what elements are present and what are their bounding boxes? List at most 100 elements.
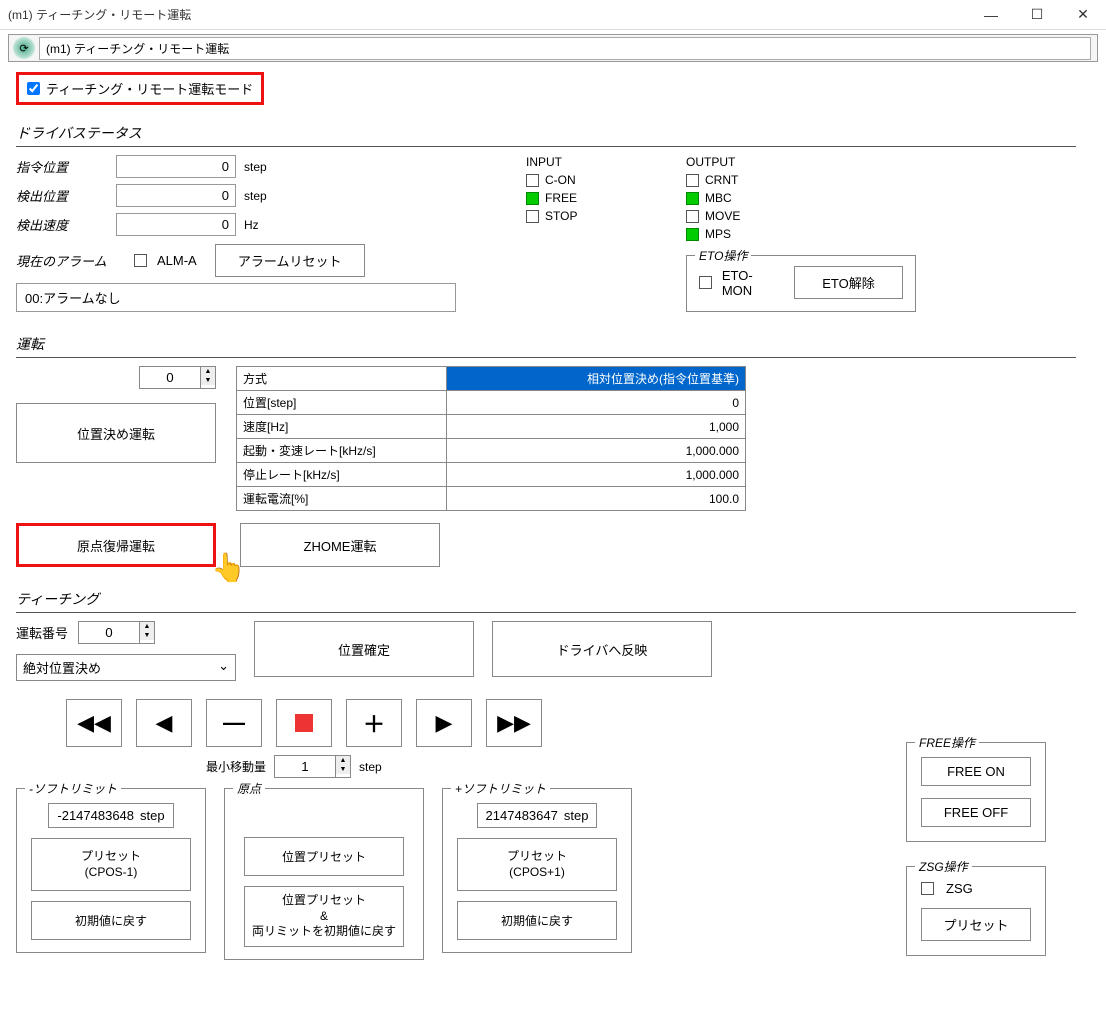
teaching-header: ティーチング bbox=[16, 589, 1076, 613]
param-value[interactable]: 100.0 bbox=[447, 487, 746, 511]
status-unit: Hz bbox=[244, 218, 259, 232]
op-number-label: 運転番号 bbox=[16, 623, 68, 642]
param-name[interactable]: 位置[step] bbox=[237, 391, 447, 415]
minimize-button[interactable]: — bbox=[968, 0, 1014, 30]
maximize-button[interactable]: ☐ bbox=[1014, 0, 1060, 30]
status-value: 0 bbox=[116, 155, 236, 178]
pos-preset-button[interactable]: プリセット (CPOS+1) bbox=[457, 838, 617, 891]
teaching-op-spinner[interactable]: ▲▼ bbox=[78, 621, 155, 644]
status-row: 検出位置 0 step bbox=[16, 184, 496, 207]
teaching-op-input[interactable] bbox=[79, 622, 139, 643]
param-value[interactable]: 0 bbox=[447, 391, 746, 415]
op-number-input[interactable] bbox=[140, 367, 200, 388]
param-name[interactable]: 運転電流[%] bbox=[237, 487, 447, 511]
status-label: 検出速度 bbox=[16, 215, 116, 234]
io-label: MBC bbox=[705, 191, 732, 205]
chevron-down-icon: ⌄ bbox=[218, 658, 229, 677]
driver-status-header: ドライバステータス bbox=[16, 123, 1076, 147]
spin-up-icon[interactable]: ▲ bbox=[336, 756, 350, 765]
neg-reset-button[interactable]: 初期値に戻す bbox=[31, 901, 191, 940]
param-name[interactable]: 速度[Hz] bbox=[237, 415, 447, 439]
status-row: 指令位置 0 step bbox=[16, 155, 496, 178]
zsg-led bbox=[921, 882, 934, 895]
operation-params-table: 方式相対位置決め(指令位置基準) 位置[step]0 速度[Hz]1,000 起… bbox=[236, 366, 746, 511]
neg-limit-value: -2147483648 step bbox=[48, 803, 173, 828]
jog-fast-fwd-button[interactable]: ▶▶ bbox=[486, 699, 542, 747]
neg-preset-button[interactable]: プリセット (CPOS-1) bbox=[31, 838, 191, 891]
alarm-label: 現在のアラーム bbox=[16, 251, 116, 270]
param-value[interactable]: 相対位置決め(指令位置基準) bbox=[447, 367, 746, 391]
mode-checkbox-label: ティーチング・リモート運転モード bbox=[46, 79, 253, 98]
output-title: OUTPUT bbox=[686, 155, 916, 169]
pos-soft-limit-group: +ソフトリミット 2147483647 step プリセット (CPOS+1) … bbox=[442, 788, 632, 953]
status-unit: step bbox=[244, 189, 267, 203]
teaching-mode-select[interactable]: 絶対位置決め ⌄ bbox=[16, 654, 236, 681]
pos-reset-button[interactable]: 初期値に戻す bbox=[457, 901, 617, 940]
status-label: 指令位置 bbox=[16, 157, 116, 176]
spin-down-icon[interactable]: ▼ bbox=[140, 631, 154, 640]
zhome-button[interactable]: ZHOME運転 bbox=[240, 523, 440, 567]
jog-stop-button[interactable] bbox=[276, 699, 332, 747]
status-value: 0 bbox=[116, 184, 236, 207]
zsg-group: ZSG操作 ZSG プリセット bbox=[906, 866, 1046, 956]
param-name[interactable]: 起動・変速レート[kHz/s] bbox=[237, 439, 447, 463]
free-off-button[interactable]: FREE OFF bbox=[921, 798, 1031, 827]
mode-checkbox[interactable] bbox=[27, 82, 40, 95]
spin-down-icon[interactable]: ▼ bbox=[336, 765, 350, 774]
toolbar-title: (m1) ティーチング・リモート運転 bbox=[39, 37, 1091, 60]
min-move-label: 最小移動量 bbox=[206, 758, 266, 775]
positioning-button[interactable]: 位置決め運転 bbox=[16, 403, 216, 463]
op-number-spinner[interactable]: ▲▼ bbox=[139, 366, 216, 389]
status-row: 検出速度 0 Hz bbox=[16, 213, 496, 236]
output-block: OUTPUT CRNT MBC MOVE MPS ETO操作 ETO-MON E… bbox=[686, 155, 916, 312]
param-name[interactable]: 停止レート[kHz/s] bbox=[237, 463, 447, 487]
operation-header: 運転 bbox=[16, 334, 1076, 358]
content-area: ティーチング・リモート運転モード ドライバステータス 指令位置 0 step 検… bbox=[0, 62, 1106, 1016]
jog-plus-button[interactable]: ＋ bbox=[346, 699, 402, 747]
io-label: MPS bbox=[705, 227, 731, 241]
io-label: MOVE bbox=[705, 209, 740, 223]
input-block: INPUT C-ON FREE STOP bbox=[526, 155, 656, 312]
toolbar: ⟳ (m1) ティーチング・リモート運転 bbox=[8, 34, 1098, 62]
jog-fwd-button[interactable]: ▶ bbox=[416, 699, 472, 747]
jog-fast-rev-button[interactable]: ◀◀ bbox=[66, 699, 122, 747]
alm-a-indicator: ALM-A bbox=[134, 253, 197, 268]
io-label: FREE bbox=[545, 191, 577, 205]
origin-preset-button[interactable]: 位置プリセット bbox=[244, 837, 404, 876]
param-value[interactable]: 1,000 bbox=[447, 415, 746, 439]
zsg-preset-button[interactable]: プリセット bbox=[921, 908, 1031, 941]
free-group: FREE操作 FREE ON FREE OFF bbox=[906, 742, 1046, 842]
refresh-icon[interactable]: ⟳ bbox=[13, 37, 35, 59]
close-button[interactable]: ✕ bbox=[1060, 0, 1106, 30]
jog-minus-button[interactable]: — bbox=[206, 699, 262, 747]
io-label: C-ON bbox=[545, 173, 576, 187]
min-move-spinner[interactable]: ▲▼ bbox=[274, 755, 351, 778]
eto-release-button[interactable]: ETO解除 bbox=[794, 266, 903, 299]
jog-rev-button[interactable]: ◀ bbox=[136, 699, 192, 747]
reflect-to-driver-button[interactable]: ドライバへ反映 bbox=[492, 621, 712, 677]
position-confirm-button[interactable]: 位置確定 bbox=[254, 621, 474, 677]
pos-limit-value: 2147483647 step bbox=[477, 803, 598, 828]
home-return-button[interactable]: 原点復帰運転 bbox=[16, 523, 216, 567]
status-value: 0 bbox=[116, 213, 236, 236]
free-on-button[interactable]: FREE ON bbox=[921, 757, 1031, 786]
io-label: CRNT bbox=[705, 173, 738, 187]
origin-reset-button[interactable]: 位置プリセット & 両リミットを初期値に戻す bbox=[244, 886, 404, 947]
status-label: 検出位置 bbox=[16, 186, 116, 205]
spin-down-icon[interactable]: ▼ bbox=[201, 376, 215, 385]
input-title: INPUT bbox=[526, 155, 656, 169]
param-name[interactable]: 方式 bbox=[237, 367, 447, 391]
spin-up-icon[interactable]: ▲ bbox=[140, 622, 154, 631]
eto-mon-indicator: ETO-MON bbox=[699, 268, 782, 298]
status-unit: step bbox=[244, 160, 267, 174]
mode-checkbox-container: ティーチング・リモート運転モード bbox=[16, 72, 264, 105]
param-value[interactable]: 1,000.000 bbox=[447, 439, 746, 463]
eto-title: ETO操作 bbox=[695, 247, 751, 264]
window-title: (m1) ティーチング・リモート運転 bbox=[8, 6, 968, 23]
alarm-reset-button[interactable]: アラームリセット bbox=[215, 244, 365, 277]
io-label: STOP bbox=[545, 209, 577, 223]
operation-section: 運転 ▲▼ 位置決め運転 方式相対位置決め(指令位置基準) 位置[step]0 … bbox=[16, 334, 1076, 567]
spin-up-icon[interactable]: ▲ bbox=[201, 367, 215, 376]
min-move-input[interactable] bbox=[275, 756, 335, 777]
param-value[interactable]: 1,000.000 bbox=[447, 463, 746, 487]
